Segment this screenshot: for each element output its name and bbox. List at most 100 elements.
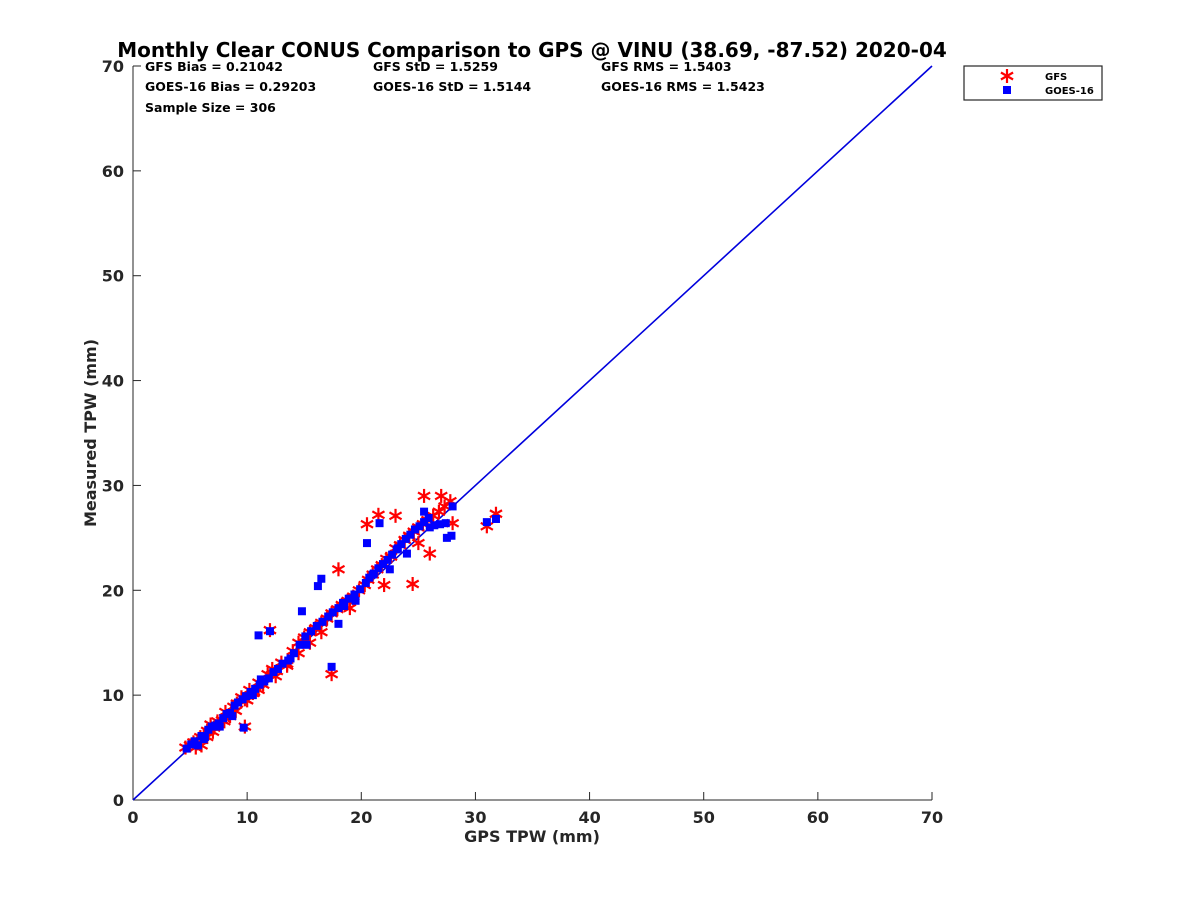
goes16-point xyxy=(351,596,360,605)
stat-annotation: GFS StD = 1.5259 xyxy=(373,59,498,74)
goes16-point xyxy=(289,649,298,658)
stats-annotations: GFS Bias = 0.21042 GOES-16 Bias = 0.29203… xyxy=(145,59,765,115)
chart-title: Monthly Clear CONUS Comparison to GPS @ … xyxy=(117,38,947,62)
goes16-point xyxy=(362,539,371,548)
gfs-point xyxy=(411,536,425,551)
goes16-point xyxy=(194,741,203,750)
goes16-point xyxy=(324,612,333,621)
goes16-point xyxy=(401,534,410,543)
gfs-point xyxy=(434,488,448,503)
goes16-point xyxy=(328,608,337,617)
gfs-point xyxy=(360,517,374,532)
goes16-point xyxy=(307,627,316,636)
goes16-point xyxy=(441,519,450,528)
goes16-point xyxy=(374,564,383,573)
gfs-point xyxy=(432,504,446,519)
goes16-point xyxy=(334,619,343,628)
goes16-point xyxy=(430,521,439,530)
goes16-point xyxy=(383,555,392,564)
goes16-point xyxy=(375,519,384,528)
goes16-point xyxy=(190,737,199,746)
goes16-point xyxy=(420,518,429,527)
goes16-point xyxy=(327,662,336,671)
stat-annotation: GFS Bias = 0.21042 xyxy=(145,59,283,74)
y-tick-label: 40 xyxy=(102,372,124,391)
goes16-point xyxy=(425,523,434,532)
x-tick-label: 50 xyxy=(693,808,715,827)
plot-area: 0 10 20 30 40 50 60 70 0 10 20 30 40 50 60 70 xyxy=(102,57,943,827)
goes16-point xyxy=(234,698,243,707)
goes16-point xyxy=(199,735,208,744)
stat-annotation: GOES-16 Bias = 0.29203 xyxy=(145,79,316,94)
goes16-point xyxy=(273,664,282,673)
goes16-point xyxy=(378,560,387,569)
goes16-point xyxy=(385,565,394,574)
goes16-point xyxy=(406,530,415,539)
goes16-point xyxy=(368,570,377,579)
goes16-point xyxy=(182,744,191,753)
y-tick-label: 60 xyxy=(102,162,124,181)
stat-annotation: GOES-16 RMS = 1.5423 xyxy=(601,79,765,94)
goes16-point xyxy=(447,531,456,540)
goes16-point xyxy=(254,631,263,640)
x-tick-label: 30 xyxy=(464,808,486,827)
goes16-point xyxy=(344,594,353,603)
y-tick-label: 20 xyxy=(102,581,124,600)
legend-label: GFS xyxy=(1045,72,1067,83)
x-tick-label: 60 xyxy=(807,808,829,827)
gfs-point xyxy=(377,578,391,593)
stat-annotation: GFS RMS = 1.5403 xyxy=(601,59,732,74)
goes16-point xyxy=(264,674,273,683)
x-tick-label: 40 xyxy=(578,808,600,827)
goes16-point xyxy=(340,602,349,611)
goes16-point xyxy=(228,712,237,721)
gfs-point xyxy=(388,508,403,523)
goes16-point xyxy=(410,525,419,534)
goes16-point xyxy=(482,518,491,527)
goes16-point xyxy=(269,668,278,677)
y-tick-label: 50 xyxy=(102,267,124,286)
y-tick-label: 0 xyxy=(113,791,124,810)
stat-annotation: GOES-16 StD = 1.5144 xyxy=(373,79,531,94)
y-tick-label: 10 xyxy=(102,686,124,705)
goes16-point xyxy=(317,574,326,583)
legend: GFS GOES-16 xyxy=(963,65,1103,101)
goes16-point xyxy=(356,585,365,594)
goes16-point xyxy=(420,507,429,516)
goes16-point xyxy=(265,627,274,636)
goes16-point xyxy=(361,578,370,587)
goes16-point xyxy=(334,604,343,613)
x-axis-label: GPS TPW (mm) xyxy=(464,827,600,846)
goes16-point xyxy=(251,684,260,693)
goes16-point xyxy=(388,550,397,559)
goes16-point xyxy=(313,582,322,591)
goes16-point xyxy=(301,632,310,641)
goes16-point xyxy=(255,680,264,689)
goes16-point xyxy=(239,723,248,732)
goes16-point xyxy=(295,640,304,649)
goes16-point xyxy=(350,590,359,599)
y-axis-label: Measured TPW (mm) xyxy=(81,339,100,527)
gfs-point xyxy=(331,562,346,577)
legend-label: GOES-16 xyxy=(1045,86,1094,97)
goes16-point xyxy=(302,640,311,649)
legend-box xyxy=(963,65,1103,101)
gfs-point xyxy=(417,488,431,503)
goes16-point xyxy=(491,514,500,523)
y-tick-label: 30 xyxy=(102,476,124,495)
y-tick-label: 70 xyxy=(102,57,124,76)
goes16-point xyxy=(286,654,295,663)
goes16-point xyxy=(393,544,402,553)
goes16-point xyxy=(278,659,287,668)
goes16-point xyxy=(297,607,306,616)
series-goes-16 xyxy=(182,502,500,753)
goes16-point xyxy=(402,549,411,558)
goes16-point xyxy=(219,714,228,723)
goes16-point xyxy=(424,513,433,522)
x-tick-label: 20 xyxy=(350,808,372,827)
goes16-point xyxy=(242,692,251,701)
gfs-point xyxy=(423,546,437,561)
goes16-point xyxy=(256,675,265,684)
